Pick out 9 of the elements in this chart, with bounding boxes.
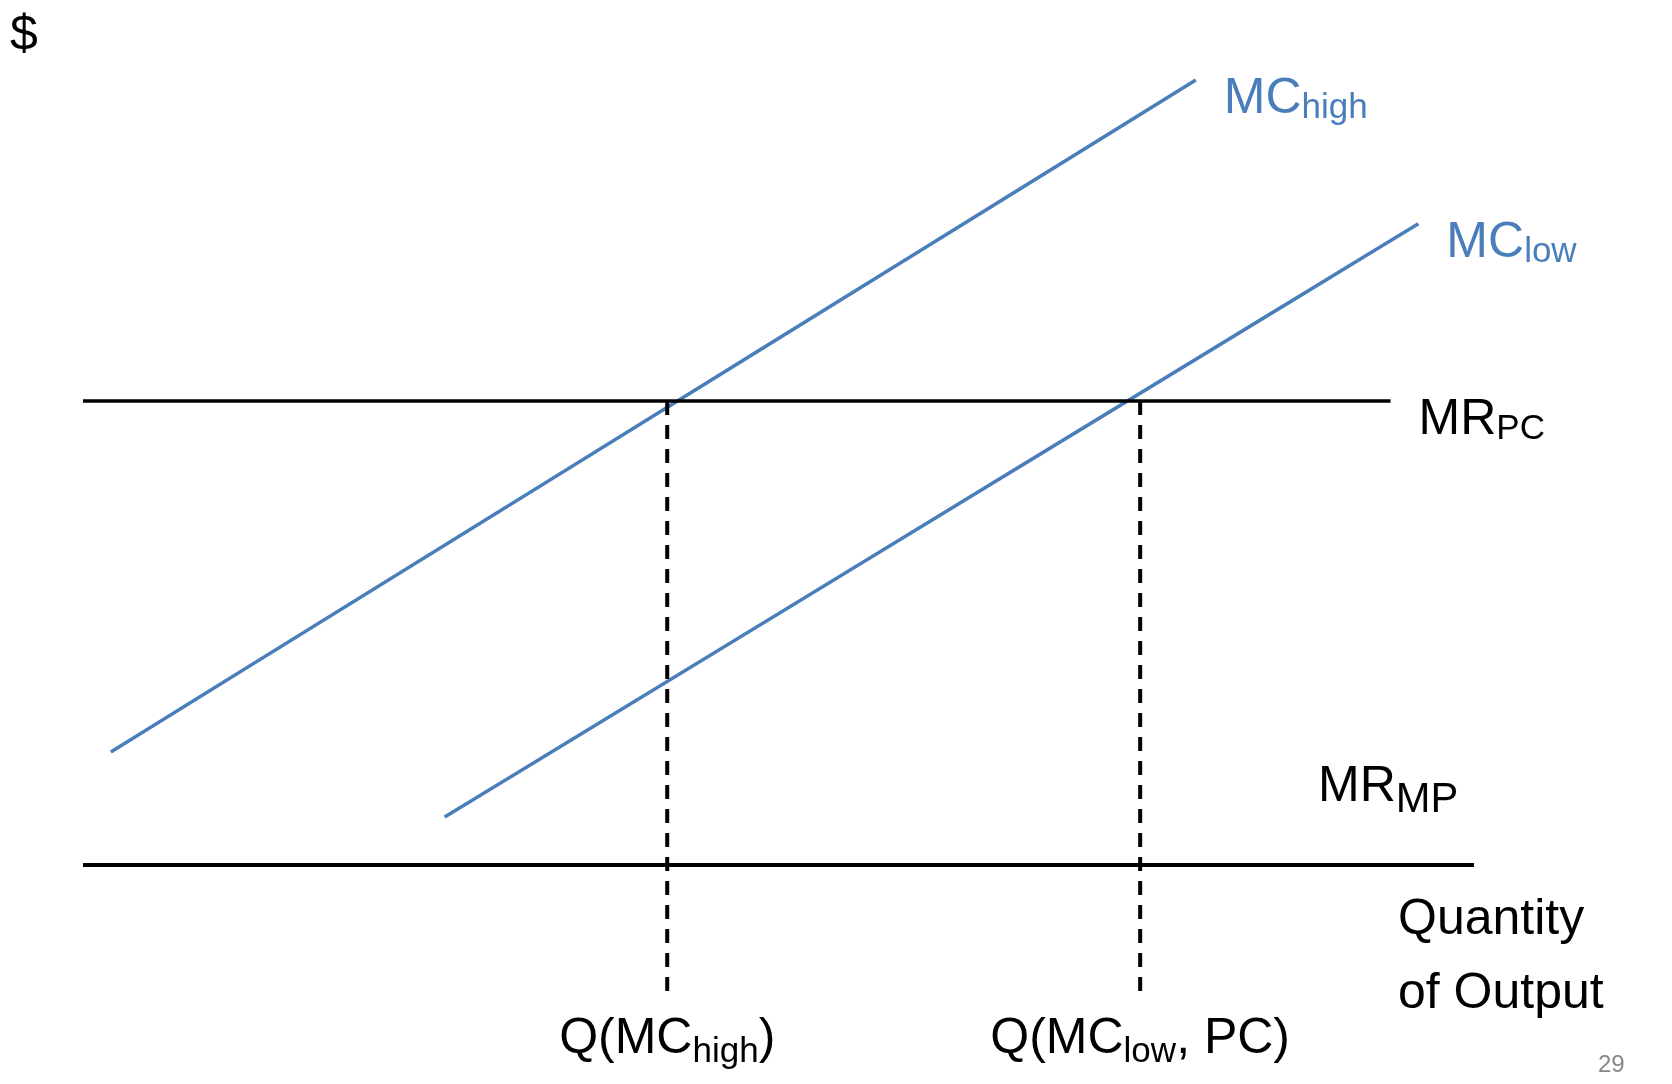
x-tick-label: Q(MC$_{high}$) [559,1008,776,1069]
series-label: MR$_{PC}$ [1418,389,1545,447]
series-label: MC$_{low}$ [1446,211,1578,269]
series-label: MC$_{high}$ [1223,68,1368,125]
annotation: MR$_{MP}$ [1318,756,1459,821]
x-tick-label: Q(MC$_{low}$, PC) [990,1008,1291,1069]
y-axis-title: $ [10,5,38,61]
x-axis-title: Quantity of Output [1398,889,1604,1019]
text: 29 [1598,1050,1625,1077]
